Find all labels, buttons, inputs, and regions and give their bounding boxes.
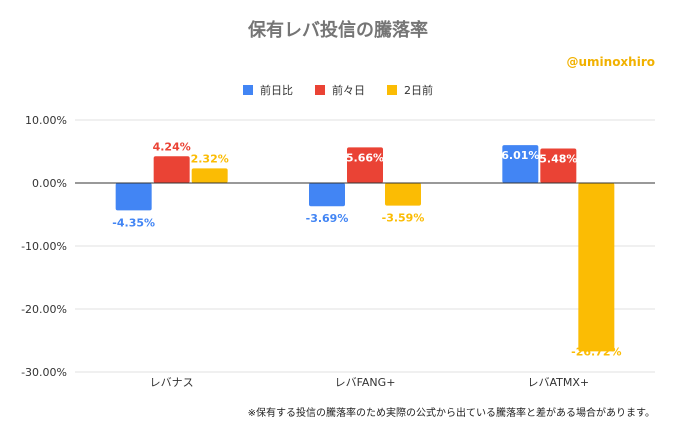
data-label: 4.24% bbox=[153, 140, 191, 153]
legend-label: 2日前 bbox=[404, 83, 433, 97]
data-label: -4.35% bbox=[112, 216, 155, 229]
legend-swatch bbox=[315, 85, 325, 95]
data-label: -26.72% bbox=[571, 345, 621, 358]
legend-swatch bbox=[387, 85, 397, 95]
bar bbox=[540, 148, 577, 183]
bar bbox=[502, 145, 539, 183]
legend-label: 前々日 bbox=[332, 83, 365, 97]
bar bbox=[578, 183, 615, 352]
x-category-label: レバFANG+ bbox=[335, 376, 396, 389]
gridlines bbox=[75, 119, 655, 373]
chart-title: 保有レバ投信の騰落率 bbox=[247, 19, 428, 41]
footnote: ※保有する投信の騰落率のため実際の公式から出ている騰落率と差がある場合があります… bbox=[248, 406, 655, 419]
y-tick-label: -10.00% bbox=[21, 240, 67, 253]
bar bbox=[153, 156, 190, 183]
data-label: -3.59% bbox=[382, 212, 425, 225]
x-category-label: レバナス bbox=[150, 376, 194, 389]
legend: 前日比 前々日 2日前 bbox=[243, 83, 433, 97]
bar bbox=[309, 183, 345, 207]
legend-label: 前日比 bbox=[260, 83, 293, 97]
bar bbox=[191, 168, 228, 183]
y-tick-label: -20.00% bbox=[21, 303, 67, 316]
data-label: 2.32% bbox=[191, 152, 229, 165]
data-label: 5.66% bbox=[346, 151, 384, 164]
data-label: 6.01% bbox=[501, 149, 539, 162]
bar bbox=[347, 147, 383, 183]
data-label: 5.48% bbox=[539, 152, 577, 165]
x-category-label: レバATMX+ bbox=[528, 376, 590, 389]
author-handle: @uminoxhiro bbox=[566, 55, 655, 69]
bar bbox=[385, 183, 421, 206]
y-tick-label: -30.00% bbox=[21, 366, 67, 379]
legend-swatch bbox=[243, 85, 253, 95]
data-label: -3.69% bbox=[306, 212, 349, 225]
y-tick-label: 0.00% bbox=[32, 177, 67, 190]
bar bbox=[115, 183, 152, 211]
y-tick-label: 10.00% bbox=[25, 114, 67, 127]
x-axis-categories: レバナス レバFANG+ レバATMX+ bbox=[150, 376, 589, 389]
bars bbox=[115, 145, 615, 352]
y-axis-ticks: 10.00% 0.00% -10.00% -20.00% -30.00% bbox=[21, 114, 67, 379]
data-labels: -4.35% 4.24%2.32% -3.69% 5.66% -3.59% 6.01% 5.… bbox=[112, 140, 621, 358]
